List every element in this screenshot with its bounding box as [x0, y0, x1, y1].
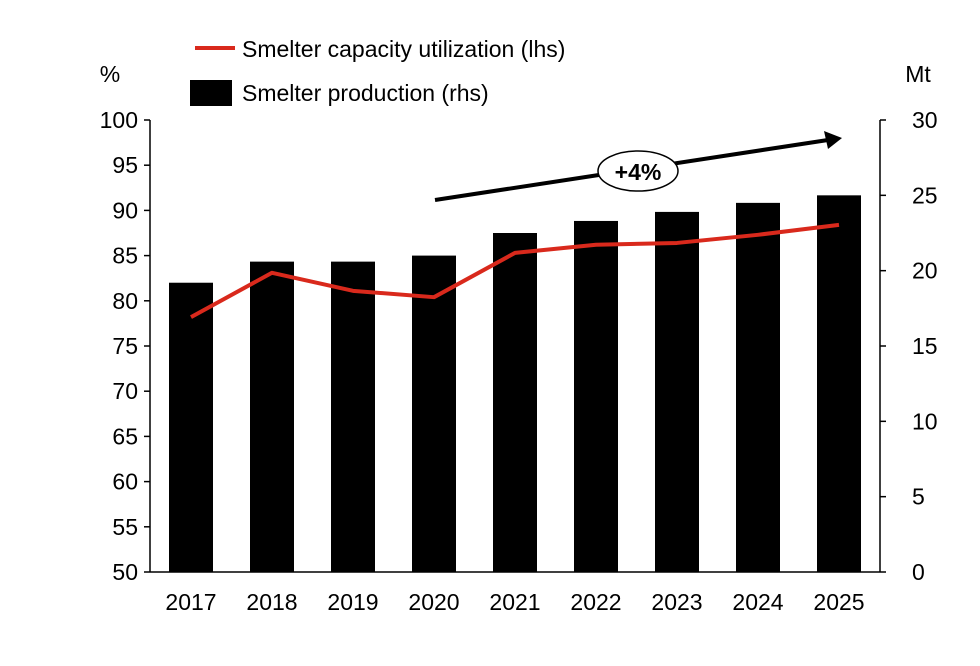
left-tick-label-65: 65: [112, 423, 138, 449]
legend-label-utilization: Smelter capacity utilization (lhs): [242, 36, 565, 62]
bars: [169, 195, 861, 573]
x-tick-label-2021: 2021: [489, 589, 540, 615]
legend-bar-swatch: [190, 80, 232, 106]
annotation-ellipse: [597, 150, 679, 192]
left-tick-label-95: 95: [112, 152, 138, 178]
left-tick-label-55: 55: [112, 514, 138, 540]
left-tick-label-90: 90: [112, 197, 138, 223]
right-tick-label-0: 0: [912, 559, 925, 585]
x-tick-label-2020: 2020: [408, 589, 459, 615]
bar-2020: [412, 255, 456, 572]
left-tick-label-80: 80: [112, 288, 138, 314]
legend: Smelter capacity utilization (lhs) Smelt…: [190, 36, 565, 106]
line-series: [190, 222, 840, 319]
x-tick-label-2022: 2022: [570, 589, 621, 615]
right-tick-label-25: 25: [912, 182, 938, 208]
left-tick-label-70: 70: [112, 378, 138, 404]
bar-2023: [655, 211, 699, 572]
right-tick-label-15: 15: [912, 333, 938, 359]
x-tick-label-2025: 2025: [813, 589, 864, 615]
bar-2018: [250, 261, 294, 572]
left-tick-label-75: 75: [112, 333, 138, 359]
right-tick-label-5: 5: [912, 484, 925, 510]
left-axis-unit: %: [100, 61, 120, 87]
left-tick-label-85: 85: [112, 243, 138, 269]
x-tick-label-2019: 2019: [327, 589, 378, 615]
bar-2022: [574, 220, 618, 573]
x-tick-label-2024: 2024: [732, 589, 783, 615]
growth-annotation: +4%: [434, 131, 842, 202]
left-tick-label-50: 50: [112, 559, 138, 585]
left-tick-label-100: 100: [100, 107, 138, 133]
bar-2021: [493, 233, 537, 572]
x-tick-label-2018: 2018: [246, 589, 297, 615]
axes: 2017 2018 2019 2020 2021 2022 2023 2024 20255055…: [100, 107, 938, 615]
right-tick-label-20: 20: [912, 258, 938, 284]
bar-2025: [817, 195, 861, 573]
right-tick-label-10: 10: [912, 408, 938, 434]
bar-2019: [331, 261, 375, 572]
arrow-head-icon: [824, 131, 842, 149]
left-tick-label-60: 60: [112, 469, 138, 495]
bar-2024: [736, 202, 780, 572]
annotation-label: +4%: [615, 159, 662, 185]
legend-label-production: Smelter production (rhs): [242, 80, 489, 106]
x-tick-label-2017: 2017: [165, 589, 216, 615]
right-axis-unit: Mt: [905, 61, 931, 87]
x-tick-label-2023: 2023: [651, 589, 702, 615]
bar-2017: [169, 282, 213, 572]
right-tick-label-30: 30: [912, 107, 938, 133]
